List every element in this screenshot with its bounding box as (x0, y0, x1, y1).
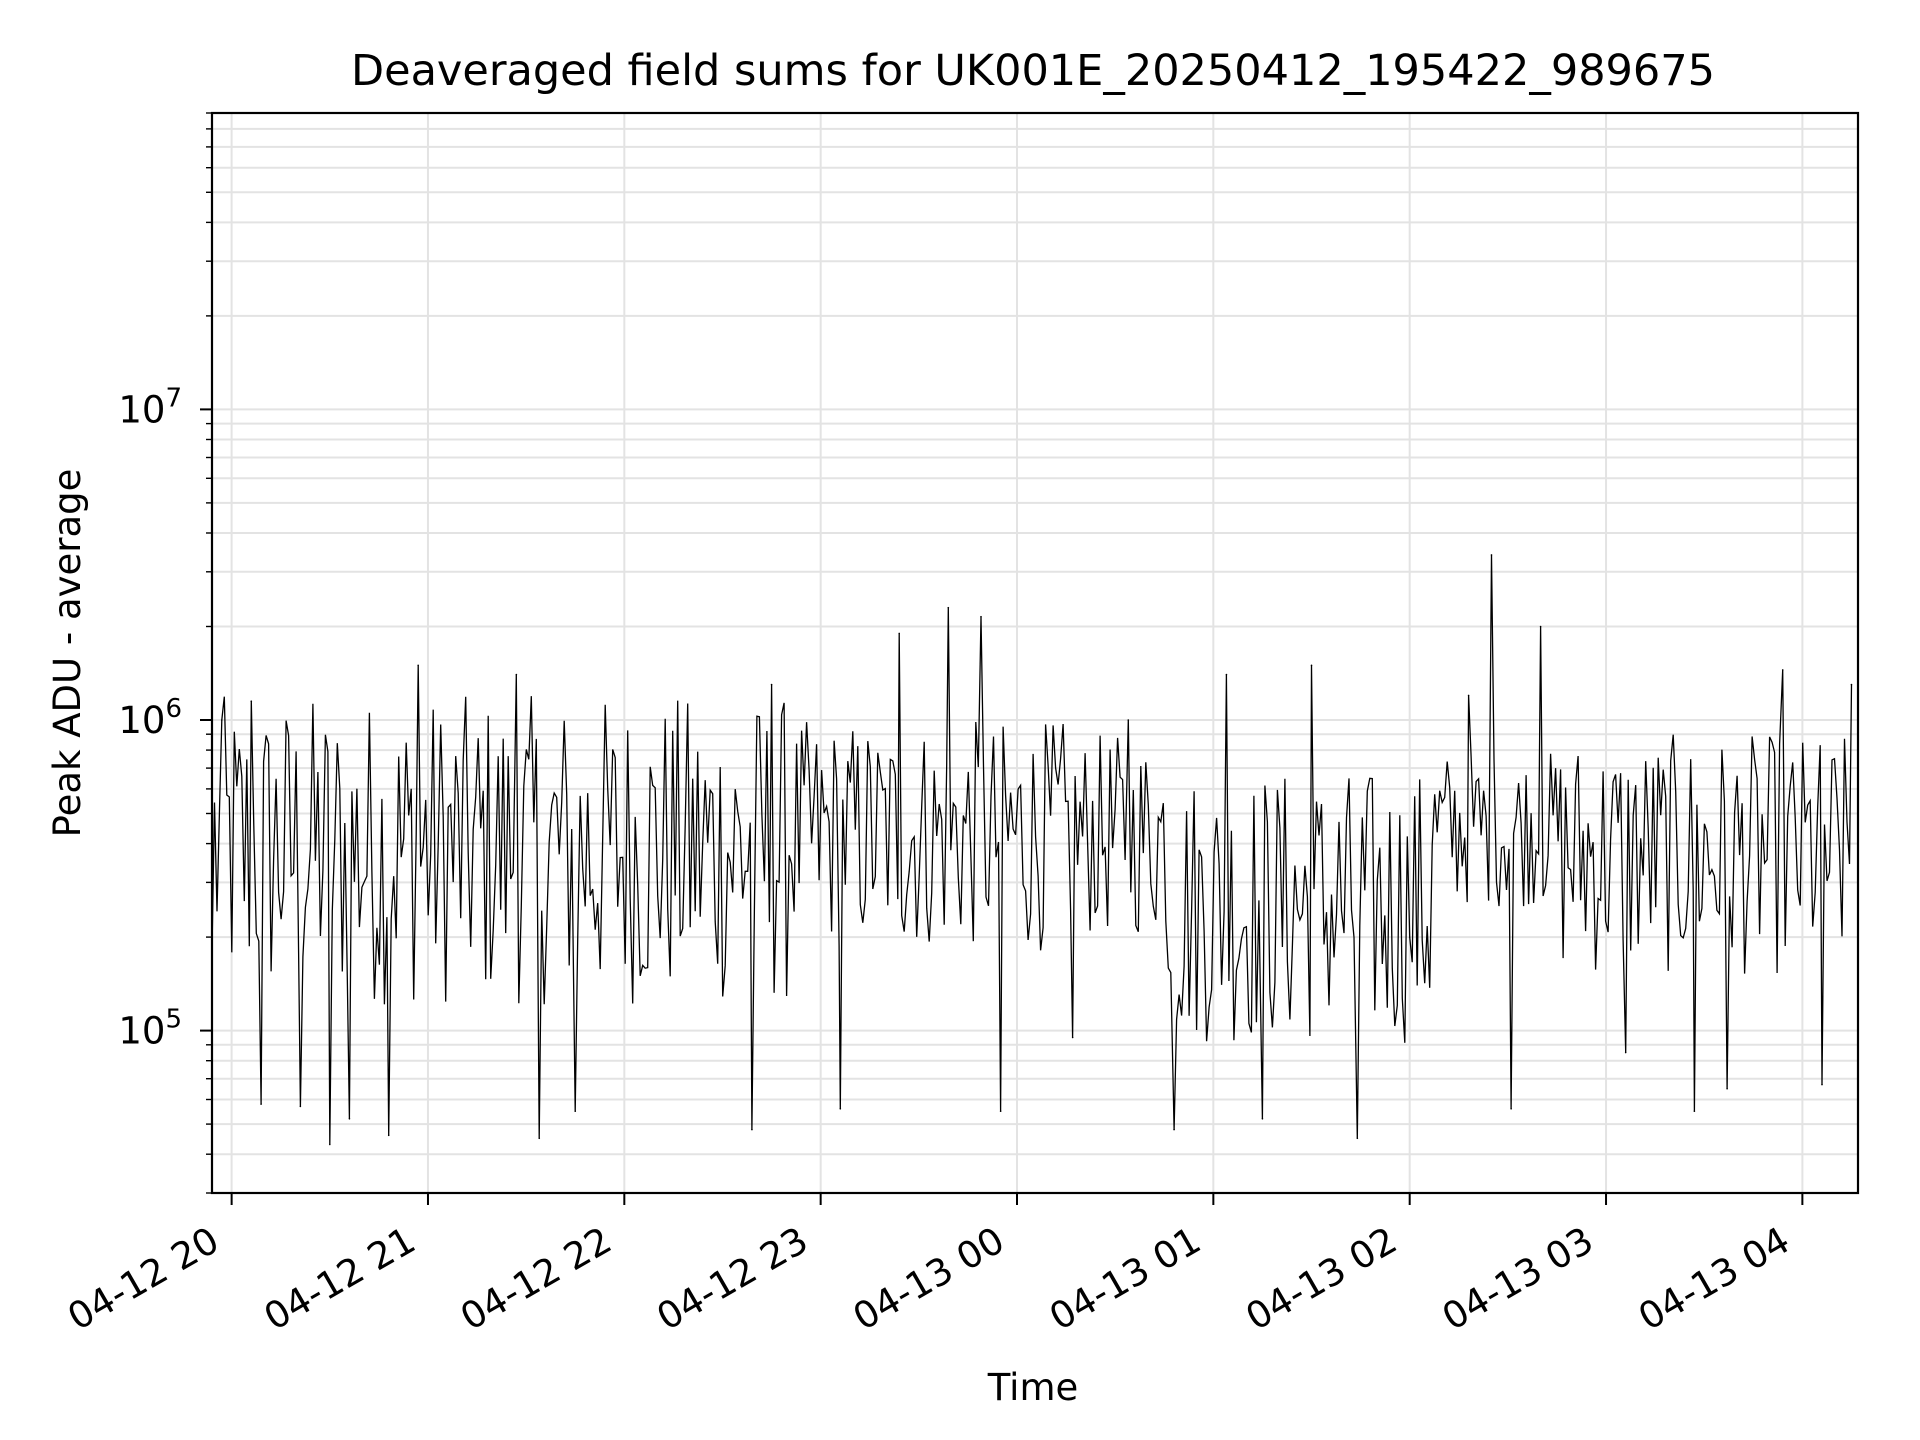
data-point (1539, 625, 1542, 628)
x-tick-label: 04-12 22 (453, 1219, 619, 1339)
data-point (348, 1118, 351, 1120)
data-point (299, 1105, 302, 1108)
data-point (250, 700, 253, 702)
data-point (515, 673, 518, 676)
data-point (260, 1103, 262, 1105)
data-point (1071, 1036, 1074, 1039)
data-point (221, 719, 223, 721)
x-tick-label: 04-13 03 (1435, 1219, 1601, 1339)
data-point (947, 606, 950, 609)
data-point (1490, 554, 1493, 556)
x-tick-label: 04-12 23 (650, 1219, 816, 1339)
data-point (417, 664, 419, 667)
data-point (1850, 683, 1853, 686)
data-point (574, 1110, 577, 1113)
data-point (1726, 1087, 1728, 1090)
x-tick-label: 04-12 21 (257, 1219, 423, 1339)
data-point (770, 683, 773, 686)
x-tick-label: 04-13 01 (1042, 1219, 1208, 1339)
data-point (1127, 719, 1130, 721)
data-point (1356, 1137, 1359, 1140)
x-tick-label: 04-12 20 (61, 1219, 227, 1339)
data-point (1624, 1051, 1627, 1054)
data-point (1821, 1083, 1823, 1086)
data-point (1781, 669, 1784, 671)
data-point (1225, 673, 1228, 676)
data-point (1261, 1118, 1264, 1120)
x-axis-label: Time (987, 1366, 1079, 1409)
data-point (751, 1128, 753, 1131)
data-point (898, 632, 900, 635)
data-point (1693, 1110, 1696, 1113)
data-point (999, 1110, 1002, 1113)
y-axis-label: Peak ADU - average (46, 469, 89, 838)
series-line (211, 554, 1853, 1145)
data-point (538, 1137, 541, 1140)
data-point (1173, 1128, 1175, 1131)
data-point (387, 1134, 390, 1137)
chart-title: Deaveraged field sums for UK001E_2025041… (351, 46, 1715, 96)
y-tick-label: 106 (118, 694, 182, 742)
grid-lines (212, 112, 1858, 1194)
y-tick-label: 105 (118, 1005, 182, 1053)
data-point (1408, 936, 1411, 938)
x-tick-label: 04-13 00 (846, 1219, 1012, 1339)
x-tick-label: 04-13 02 (1239, 1219, 1405, 1339)
x-tick-label: 04-13 04 (1631, 1219, 1797, 1339)
y-tick-label: 107 (118, 383, 182, 431)
data-point (839, 1108, 842, 1110)
data-point (980, 615, 982, 618)
series-layer (211, 554, 1853, 1146)
data-point (1310, 664, 1313, 667)
data-point (1467, 694, 1470, 697)
data-point (1510, 1108, 1512, 1110)
data-point (329, 1143, 331, 1146)
plot-frame (210, 111, 1860, 1195)
